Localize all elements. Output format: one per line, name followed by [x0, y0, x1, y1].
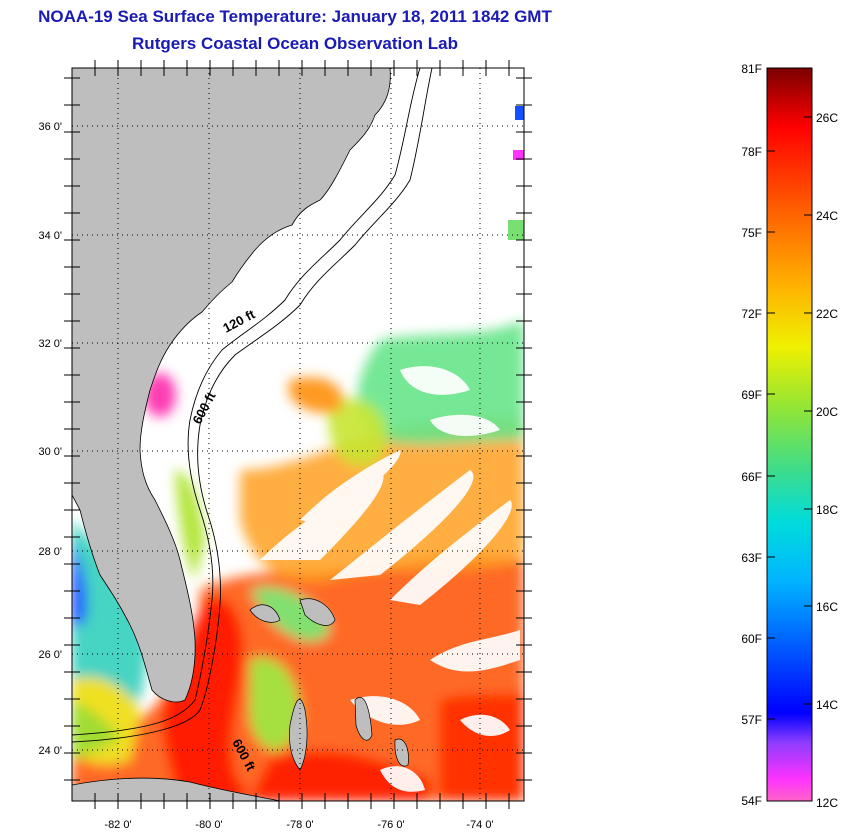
land-mass	[72, 68, 391, 703]
sst-speck	[508, 220, 524, 240]
colorbar-f-label: 66F	[741, 470, 762, 484]
cloud-mask	[260, 366, 520, 792]
colorbar-c-label: 18C	[816, 503, 838, 517]
colorbar-c-label: 26C	[816, 111, 838, 125]
colorbar-c-label: 24C	[816, 209, 838, 223]
lon-label: -80 0'	[195, 819, 222, 831]
lat-label: 36 0'	[38, 121, 62, 133]
sst-speck	[513, 150, 524, 160]
colorbar-f-label: 60F	[741, 632, 762, 646]
graticule	[72, 68, 524, 801]
map-title: NOAA-19 Sea Surface Temperature: January…	[38, 7, 552, 26]
lat-label: 26 0'	[38, 649, 62, 661]
depth-contours	[72, 68, 433, 743]
map-subtitle: Rutgers Coastal Ocean Observation Lab	[132, 34, 458, 53]
colorbar-f-label: 75F	[741, 226, 762, 240]
lat-label: 32 0'	[38, 338, 62, 350]
colorbar-c-label: 14C	[816, 698, 838, 712]
map-frame	[71, 67, 525, 802]
cuba-land	[72, 777, 281, 801]
sst-speck	[515, 106, 524, 120]
map-ticks	[64, 60, 532, 809]
lon-label: -74 0'	[466, 819, 493, 831]
lat-label: 28 0'	[38, 546, 62, 558]
lat-label: 24 0'	[38, 745, 62, 757]
colorbar-c-label: 22C	[816, 307, 838, 321]
colorbar-f-label: 63F	[741, 551, 762, 565]
colorbar-c-label: 20C	[816, 405, 838, 419]
lat-label: 34 0'	[38, 230, 62, 242]
lon-label: -78 0'	[286, 819, 313, 831]
lat-label: 30 0'	[38, 446, 62, 458]
colorbar-c-label: 16C	[816, 600, 838, 614]
map-area	[72, 68, 524, 801]
colorbar	[766, 67, 813, 802]
colorbar-c-label: 12C	[816, 796, 838, 810]
bahamas-island	[289, 699, 308, 771]
colorbar-f-label: 69F	[741, 388, 762, 402]
bahamas-island	[394, 738, 409, 767]
colorbar-f-label: 54F	[741, 794, 762, 808]
bahamas-island	[354, 697, 373, 741]
lon-label: -82 0'	[104, 819, 131, 831]
lon-label: -76 0'	[377, 819, 404, 831]
colorbar-f-label: 72F	[741, 307, 762, 321]
bahamas-island	[299, 598, 336, 626]
colorbar-f-label: 81F	[741, 62, 762, 76]
colorbar-ticks	[767, 67, 812, 802]
bahamas-island	[249, 604, 281, 623]
colorbar-f-label: 78F	[741, 145, 762, 159]
colorbar-f-label: 57F	[741, 713, 762, 727]
